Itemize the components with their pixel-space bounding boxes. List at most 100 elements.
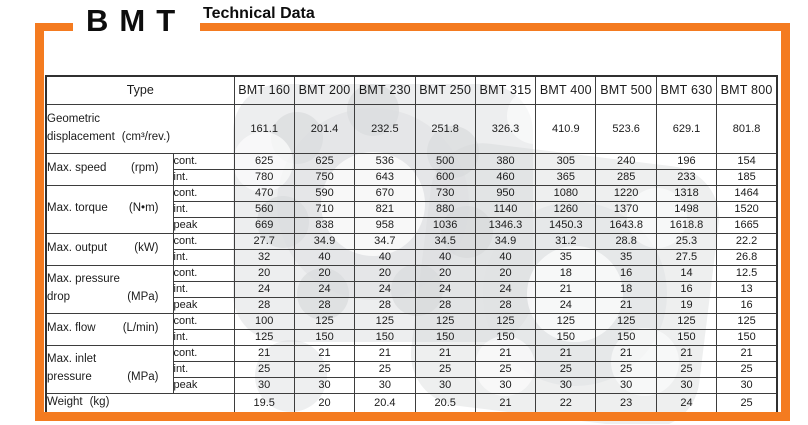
section-name: pressure (47, 371, 92, 383)
data-cell: 161.1 (233, 103, 295, 154)
data-cell: 625 (233, 152, 295, 170)
column-header: BMT 800 (716, 75, 778, 105)
data-cell: 365 (535, 168, 597, 186)
sub-label: cont. (172, 344, 235, 362)
section-unit: (kg) (89, 395, 110, 408)
sub-label: cont. (172, 312, 235, 330)
sub-label: int. (172, 280, 235, 298)
data-cell: 28.8 (595, 232, 657, 250)
data-cell: 30 (655, 376, 718, 394)
table-row: int. 560 710 821 880 1140 1260 1370 1498 1520 (46, 200, 778, 218)
data-cell: 232.5 (354, 103, 416, 154)
table-row: Max. pressure drop (MPa) cont. 20 20 20 20 20 18 1… (45, 264, 778, 314)
data-cell: 31.2 (535, 232, 597, 250)
sub-label: int. (172, 200, 235, 218)
table-row: Max. inlet pressure (MPa) cont. 21 21 21 21 21 21… (45, 344, 778, 394)
section-label-max-speed: Max. speed (rpm) (45, 152, 174, 186)
data-cell: 24 (354, 280, 416, 298)
data-cell: 34.9 (293, 232, 356, 250)
sub-label: int. (172, 248, 235, 266)
section-unit: (MPa) (127, 291, 159, 303)
sub-label: peak (172, 216, 235, 234)
frame-top-left-segment (35, 23, 73, 31)
tech-table: Type BMT 160 BMT 200 BMT 230 BMT 250 BMT 315 B… (45, 75, 778, 414)
data-cell: 251.8 (414, 103, 476, 154)
sub-label: cont. (172, 264, 235, 282)
data-cell: 13 (716, 280, 778, 298)
data-cell: 125 (716, 312, 778, 330)
data-cell: 150 (414, 328, 476, 346)
data-cell: 821 (354, 200, 416, 218)
data-cell: 14 (655, 264, 718, 282)
data-cell: 669 (233, 216, 295, 234)
data-cell: 27.5 (655, 248, 718, 266)
data-cell: 19 (655, 296, 718, 314)
sub-label: int. (172, 328, 235, 346)
data-cell: 25 (595, 360, 657, 378)
data-cell: 28 (354, 296, 416, 314)
data-cell: 22.2 (716, 232, 778, 250)
data-cell: 30 (595, 376, 657, 394)
data-cell: 20.5 (414, 392, 476, 414)
column-header: BMT 400 (535, 75, 597, 105)
section-unit: (MPa) (127, 371, 159, 383)
data-cell: 30 (535, 376, 597, 394)
data-cell: 643 (354, 168, 416, 186)
column-header: BMT 630 (655, 75, 718, 105)
sub-label: cont. (172, 232, 235, 250)
data-cell: 629.1 (655, 103, 718, 154)
section-label-line1: Max. inlet (47, 353, 97, 366)
data-cell: 670 (354, 184, 416, 202)
data-cell: 1260 (535, 200, 597, 218)
data-cell: 1080 (535, 184, 597, 202)
data-cell: 154 (716, 152, 778, 170)
section-label-line1: Geometric (47, 112, 101, 125)
data-cell: 1464 (716, 184, 778, 202)
table-row: Geometric displacement (cm³/rev.) 161.1 201.… (45, 103, 778, 154)
data-cell: 30 (293, 376, 356, 394)
section-label-line1: Max. pressure (47, 273, 120, 286)
brand-logo: BMT (86, 3, 187, 38)
data-cell: 838 (293, 216, 356, 234)
data-cell: 40 (354, 248, 416, 266)
data-cell: 100 (233, 312, 295, 330)
page-title: Technical Data (203, 5, 315, 22)
data-cell: 1643.8 (595, 216, 657, 234)
data-cell: 24 (655, 392, 718, 414)
sub-label: peak (172, 376, 235, 394)
data-cell: 21 (655, 344, 718, 362)
section-unit: (kW) (134, 242, 159, 255)
section-unit: (N•m) (128, 202, 159, 215)
data-cell: 523.6 (595, 103, 657, 154)
data-cell: 16 (716, 296, 778, 314)
sub-label: int. (172, 360, 235, 378)
data-cell: 25 (535, 360, 597, 378)
data-cell: 20 (233, 264, 295, 282)
data-cell: 34.7 (354, 232, 416, 250)
data-cell: 16 (595, 264, 657, 282)
column-header: BMT 200 (293, 75, 356, 105)
data-cell: 185 (716, 168, 778, 186)
data-cell: 34.9 (474, 232, 537, 250)
data-cell: 25 (293, 360, 356, 378)
table-row: Max. flow (L/min) cont. 100 125 125 125 125 125 1… (45, 312, 778, 346)
data-cell: 28 (293, 296, 356, 314)
data-cell: 196 (655, 152, 718, 170)
data-cell: 125 (233, 328, 295, 346)
data-cell: 21 (233, 344, 295, 362)
data-cell: 21 (535, 344, 597, 362)
data-cell: 326.3 (474, 103, 537, 154)
data-cell: 24 (474, 280, 537, 298)
section-name: drop (47, 291, 71, 303)
data-cell: 1346.3 (474, 216, 537, 234)
data-cell: 201.4 (293, 103, 356, 154)
sub-label: cont. (172, 184, 235, 202)
data-cell: 21 (293, 344, 356, 362)
table-row: int. 25 25 25 25 25 25 25 25 25 (46, 360, 778, 378)
sub-label: int. (172, 168, 235, 186)
data-cell: 150 (595, 328, 657, 346)
table-body: Type BMT 160 BMT 200 BMT 230 BMT 250 BMT 315 B… (45, 75, 778, 414)
data-cell: 536 (354, 152, 416, 170)
data-cell: 28 (233, 296, 295, 314)
section-label-max-flow: Max. flow (L/min) (45, 312, 174, 346)
